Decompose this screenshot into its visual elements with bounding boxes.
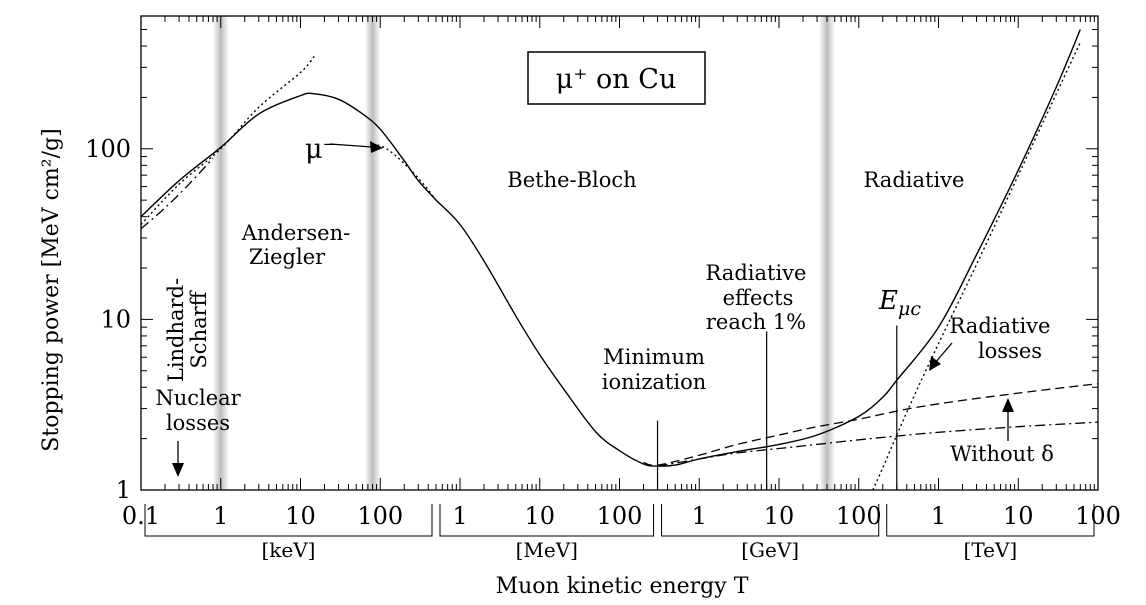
unit-label-1: [MeV] [516, 538, 578, 562]
series-lindhard-low-energy-0 [140, 55, 316, 225]
unit-label-2: [GeV] [741, 538, 799, 562]
x-tick-label-11: 10 [1003, 502, 1034, 530]
y-axis-title: Stopping power [MeV cm²/g] [39, 128, 64, 451]
label-bethe-bloch: Bethe-Bloch [507, 168, 636, 192]
label-andersen-line-1: Andersen- [241, 221, 350, 245]
x-tick-label-1: 1 [213, 502, 228, 530]
x-tick-label-7: 1 [692, 502, 707, 530]
x-tick-label-12: 100 [1075, 502, 1121, 530]
shaded-band-1 [364, 16, 381, 490]
x-axis-title: Muon kinetic energy T [496, 574, 749, 599]
x-tick-label-4: 1 [452, 502, 467, 530]
unit-bracket-2 [661, 504, 880, 537]
title-box [527, 51, 706, 105]
unit-bracket-1 [439, 504, 655, 537]
label-min-ion-line-1: Minimum [603, 345, 705, 369]
label-nuclear-line-2: losses [166, 411, 230, 435]
series-total-no-radiative-0 [643, 383, 1099, 466]
nuclear-arrowhead [172, 463, 184, 477]
y-tick-label-1: 10 [100, 305, 131, 333]
label-rad-effects-line-2: effects [723, 286, 794, 310]
y-tick-label-0: 1 [116, 476, 131, 504]
shaded-bands [212, 16, 836, 490]
label-lindhard-line-2: Scharff [187, 289, 211, 368]
x-tick-label-10: 1 [931, 502, 946, 530]
mu-minus-arrow [329, 143, 373, 148]
x-tick-label-2: 10 [285, 502, 316, 530]
label-rad-losses-line-1: Radiative [950, 314, 1051, 338]
series-without-delta-0 [657, 421, 1099, 467]
label-andersen-line-2: Ziegler [249, 245, 326, 269]
label-rad-effects-line-3: reach 1% [706, 310, 806, 334]
mu-minus-arrowhead [370, 141, 383, 153]
rad-losses-arrow [934, 342, 953, 364]
rad-losses-arrowhead [929, 356, 941, 371]
curves [140, 29, 1099, 491]
unit-bracket-3 [886, 504, 1095, 537]
label-nuclear-line-1: Nuclear [155, 386, 241, 410]
unit-label-0: [keV] [261, 538, 315, 562]
label-radiative: Radiative [864, 168, 965, 192]
series-total-1 [435, 29, 1081, 467]
shaded-band-0 [212, 16, 229, 490]
x-tick-label-3: 100 [357, 502, 403, 530]
y-tick-label-2: 100 [85, 135, 131, 163]
label-rad-losses-line-2: losses [978, 339, 1042, 363]
x-tick-label-8: 10 [764, 502, 795, 530]
series-total-0 [140, 92, 437, 218]
label-e-muc-sub: μc [898, 298, 921, 320]
x-tick-label-6: 100 [597, 502, 643, 530]
series-mu-minus-0 [372, 143, 437, 201]
unit-bracket-0 [144, 504, 433, 537]
x-tick-label-0: 0.1 [122, 502, 160, 530]
label-without-delta: Without δ [950, 442, 1054, 466]
label-mu-minus: μ⁻ [305, 134, 337, 165]
x-tick-label-5: 10 [524, 502, 555, 530]
shaded-band-2 [819, 16, 836, 490]
label-e-muc-main: E [878, 286, 898, 316]
marker-lines [656, 325, 898, 490]
label-rad-effects-line-1: Radiative [706, 261, 807, 285]
x-tick-label-9: 100 [836, 502, 882, 530]
label-lindhard-line-1: Lindhard- [164, 278, 188, 382]
label-e-muc: Eμc [878, 286, 921, 320]
series-radiative-losses-0 [872, 42, 1081, 491]
series-nuclear-losses-0 [140, 157, 214, 230]
label-min-ion-line-2: ionization [602, 370, 707, 394]
chart-title: μ⁺ on Cu [556, 64, 677, 95]
without-delta-arrowhead [1002, 398, 1014, 412]
unit-label-3: [TeV] [964, 538, 1018, 562]
